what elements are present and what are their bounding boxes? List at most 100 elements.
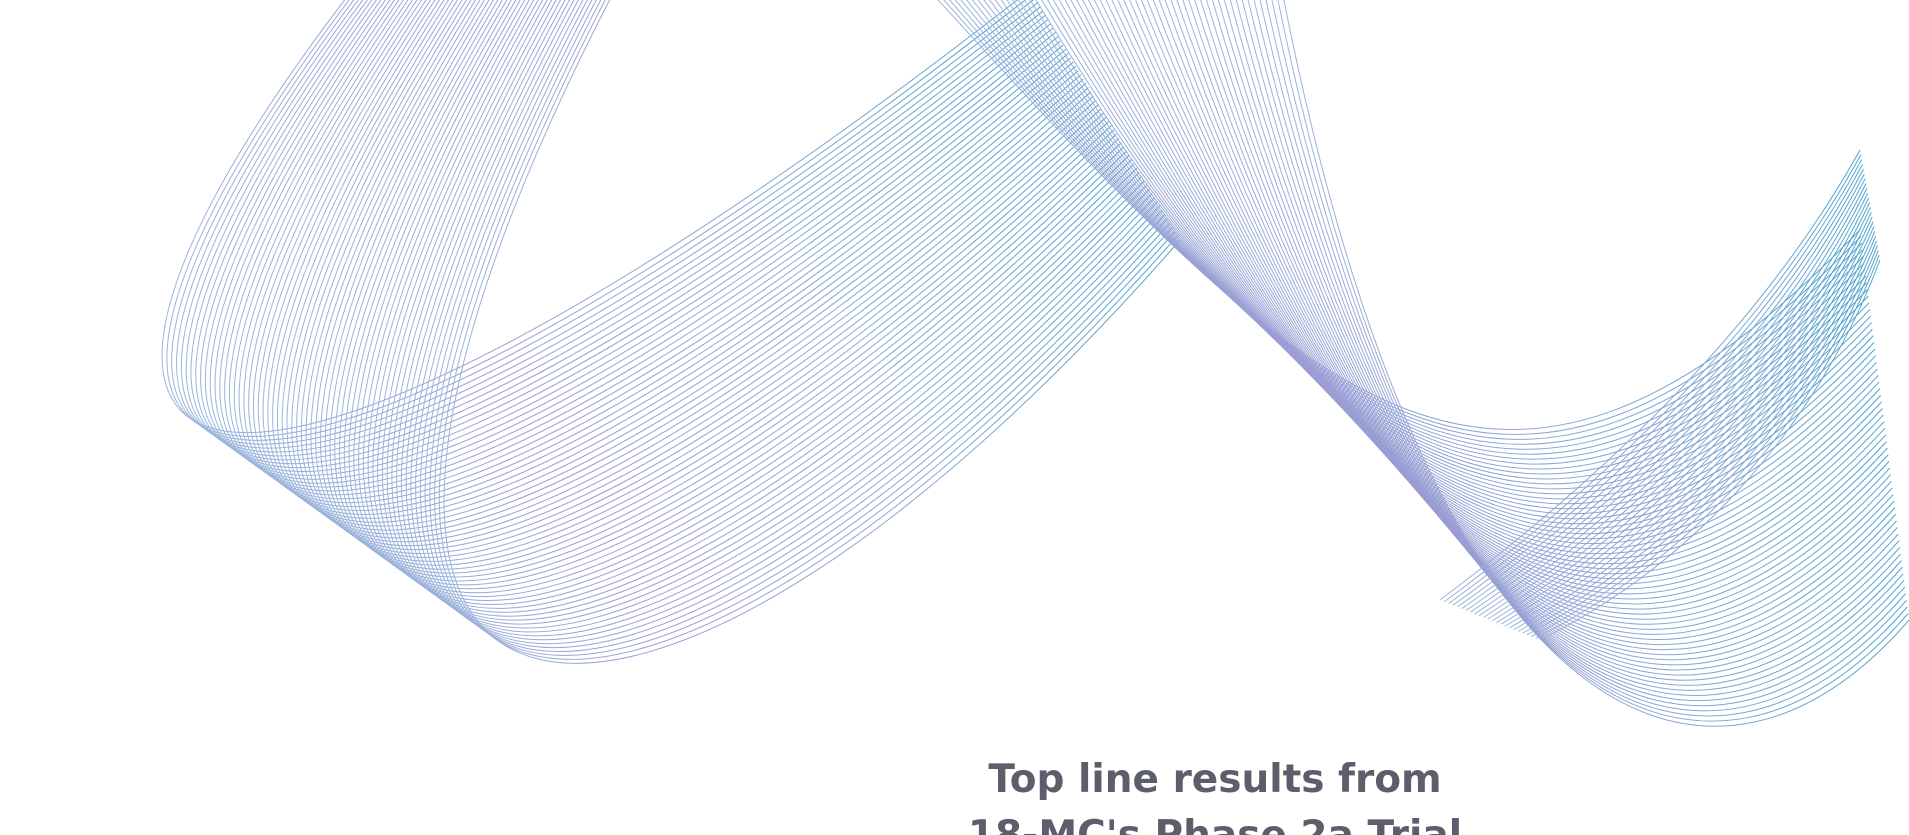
right-hatch-line: [1470, 183, 1867, 613]
right-wave-line: [1006, 0, 1871, 490]
right-wave-group: [937, 0, 1909, 727]
right-wave-line: [1259, 0, 1907, 707]
left-wave-line: [391, 0, 1153, 621]
left-wave-line: [181, 0, 1041, 449]
right-wave-line: [1035, 0, 1875, 515]
right-wave-line: [1241, 0, 1904, 691]
left-wave-line: [171, 0, 1034, 441]
right-wave-line: [966, 0, 1865, 455]
right-wave-line: [1070, 0, 1880, 545]
right-hatch-line: [1478, 192, 1869, 617]
right-wave-line: [1218, 0, 1901, 671]
right-wave-line: [1146, 0, 1891, 610]
left-wave-line: [190, 0, 1046, 457]
right-wave-line: [1099, 0, 1884, 570]
left-wave-line: [161, 0, 1018, 434]
right-wave-line: [1018, 0, 1872, 500]
right-wave-line: [1111, 0, 1886, 580]
title-line-2: 18-MC's Phase 2a Trial: [935, 808, 1495, 835]
right-wave-line: [1158, 0, 1892, 620]
left-wave-line: [415, 0, 1166, 641]
right-wave-line: [1105, 0, 1885, 575]
right-wave-line: [1064, 0, 1879, 540]
right-hatch-line: [1452, 164, 1864, 606]
right-wave-line: [1200, 0, 1898, 656]
page-title: Top line results from 18-MC's Phase 2a T…: [935, 752, 1495, 835]
left-wave-line: [424, 0, 1171, 648]
right-wave-line: [943, 0, 1862, 435]
right-wave-line: [1223, 0, 1902, 676]
right-wave-line: [948, 0, 1863, 440]
right-wave-line: [1076, 0, 1881, 550]
right-wave-line: [983, 0, 1867, 470]
right-wave-line: [937, 0, 1861, 430]
right-wave-line: [1253, 0, 1906, 702]
right-wave-line: [1235, 0, 1903, 686]
left-wave-line: [353, 0, 1133, 590]
right-wave-line: [971, 0, 1866, 460]
right-hatch-line: [1504, 221, 1874, 627]
left-wave-line: [372, 0, 1143, 605]
left-wave-line: [401, 0, 1158, 629]
right-wave-line: [960, 0, 1864, 450]
left-wave-line: [185, 0, 1044, 453]
left-wave-line: [267, 0, 1087, 519]
right-wave-line: [1206, 0, 1899, 661]
right-wave-line: [1277, 0, 1909, 722]
right-wave-line: [1271, 0, 1908, 717]
right-hatch-line: [1513, 231, 1876, 631]
left-wave-group: [161, 0, 1181, 664]
right-hatch-line: [1509, 226, 1875, 629]
right-hatch-line: [1461, 173, 1865, 610]
left-wave-line: [176, 0, 1038, 445]
left-wave-line: [291, 0, 1099, 539]
right-wave-line: [954, 0, 1863, 445]
right-hatch-line: [1439, 149, 1861, 601]
right-wave-line: [1188, 0, 1897, 646]
right-wave-line: [1088, 0, 1882, 560]
right-wave-line: [1229, 0, 1902, 681]
right-wave-line: [994, 0, 1869, 480]
right-hatch-line: [1444, 154, 1862, 603]
right-hatch-line: [1531, 250, 1879, 637]
right-wave-line: [977, 0, 1867, 465]
left-wave-line: [420, 0, 1168, 645]
right-hatch-line: [1500, 216, 1873, 625]
right-wave-line: [1135, 0, 1889, 600]
right-hatch-line: [1465, 178, 1866, 611]
right-hatch-line: [1518, 235, 1877, 632]
right-hatch-line: [1457, 168, 1864, 608]
left-wave-line: [405, 0, 1161, 633]
right-hatch-line: [1496, 211, 1872, 624]
right-wave-line: [1023, 0, 1873, 505]
right-wave-line: [1029, 0, 1874, 510]
left-wave-line: [339, 0, 1125, 578]
right-wave-line: [989, 0, 1868, 475]
right-wave-line: [1082, 0, 1882, 555]
right-wave-line: [1093, 0, 1883, 565]
left-wave-line: [166, 0, 1026, 437]
left-wave-line: [329, 0, 1120, 570]
right-wave-line: [1012, 0, 1872, 495]
right-hatch-line: [1522, 240, 1877, 634]
left-wave-line: [443, 0, 1181, 664]
left-wave-line: [205, 0, 1054, 468]
left-wave-line: [286, 0, 1097, 535]
left-wave-line: [410, 0, 1163, 637]
left-wave-line: [434, 0, 1176, 656]
left-wave-line: [262, 0, 1084, 515]
right-hatch-line: [1535, 255, 1880, 639]
right-wave-line: [1047, 0, 1877, 525]
left-wave-line: [195, 0, 1049, 461]
right-wave-line: [1182, 0, 1896, 640]
title-line-1: Top line results from: [988, 757, 1442, 802]
right-wave-line: [1123, 0, 1887, 590]
right-hatch-line: [1448, 159, 1863, 604]
right-wave-line: [1141, 0, 1890, 605]
left-wave-line: [324, 0, 1117, 566]
right-wave-line: [1041, 0, 1876, 520]
right-hatch-line: [1539, 259, 1881, 641]
right-wave-line: [1000, 0, 1870, 485]
right-wave-line: [1164, 0, 1893, 625]
